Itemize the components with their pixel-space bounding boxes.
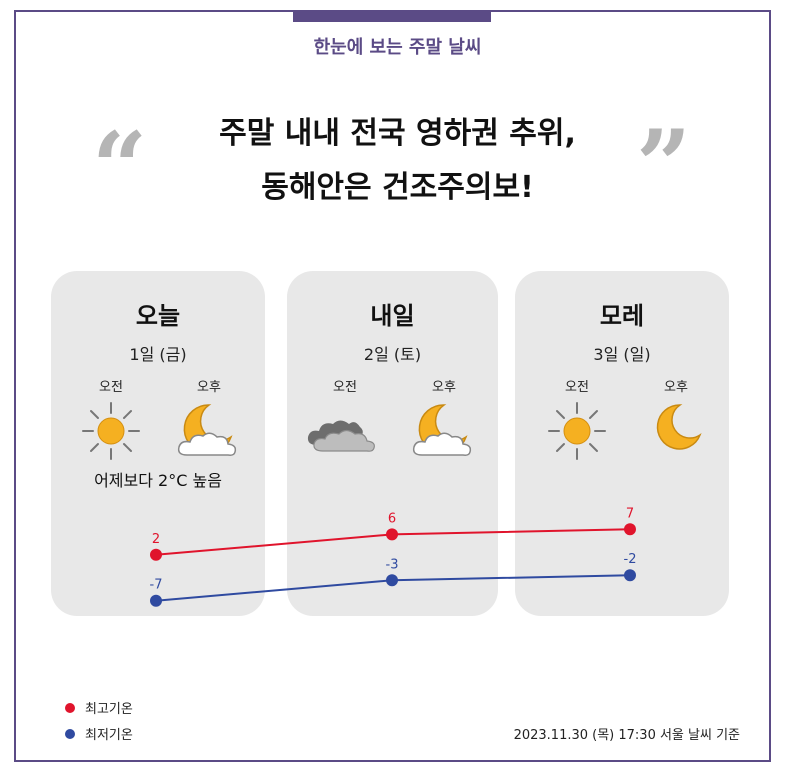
moon-cloud-icon <box>412 404 472 456</box>
cloud-icon <box>307 420 375 452</box>
close-quote-mark: ” <box>636 109 692 222</box>
am-label: 오전 <box>99 380 123 395</box>
am-label: 오전 <box>333 380 357 395</box>
subtitle: 한눈에 보는 주말 날씨 <box>313 37 482 58</box>
legend-low: 최저기온 <box>65 724 133 743</box>
day-date: 1일 (금) <box>129 345 187 364</box>
legend-high-label: 최고기온 <box>85 702 133 717</box>
day-card-tomorrow: 내일 2일 (토) 오전 오후 <box>287 271 498 616</box>
sun-icon <box>548 402 606 460</box>
am-label: 오전 <box>565 380 589 395</box>
open-quote-mark: “ <box>92 111 148 224</box>
legend-low-dot <box>65 728 75 739</box>
sun-icon <box>82 402 140 460</box>
legend-low-label: 최저기온 <box>85 728 133 743</box>
legend-high-dot <box>65 702 75 713</box>
day-date: 3일 (일) <box>593 345 651 364</box>
headline-line-2: 동해안은 건조주의보! <box>261 170 534 205</box>
day-note: 어제보다 2°C 높음 <box>94 471 222 490</box>
moon-cloud-icon <box>177 404 237 456</box>
day-name: 오늘 <box>135 302 181 330</box>
pm-label: 오후 <box>664 380 688 395</box>
data-source-footnote: 2023.11.30 (목) 17:30 서울 날씨 기준 <box>513 728 740 743</box>
day-date: 2일 (토) <box>363 345 422 364</box>
headline-line-1: 주말 내내 전국 영하권 추위, <box>219 116 576 151</box>
pm-label: 오후 <box>197 380 221 395</box>
day-name: 내일 <box>370 302 415 330</box>
day-card-day-after: 모레 3일 (일) 오전 오후 <box>515 271 729 616</box>
day-card-today: 오늘 1일 (금) 오전 오후 어제보다 2°C 높음 <box>51 271 265 616</box>
top-accent-bar <box>293 10 491 22</box>
pm-label: 오후 <box>432 380 456 395</box>
moon-icon <box>656 404 702 450</box>
legend-high: 최고기온 <box>65 698 133 717</box>
day-name: 모레 <box>599 302 645 330</box>
